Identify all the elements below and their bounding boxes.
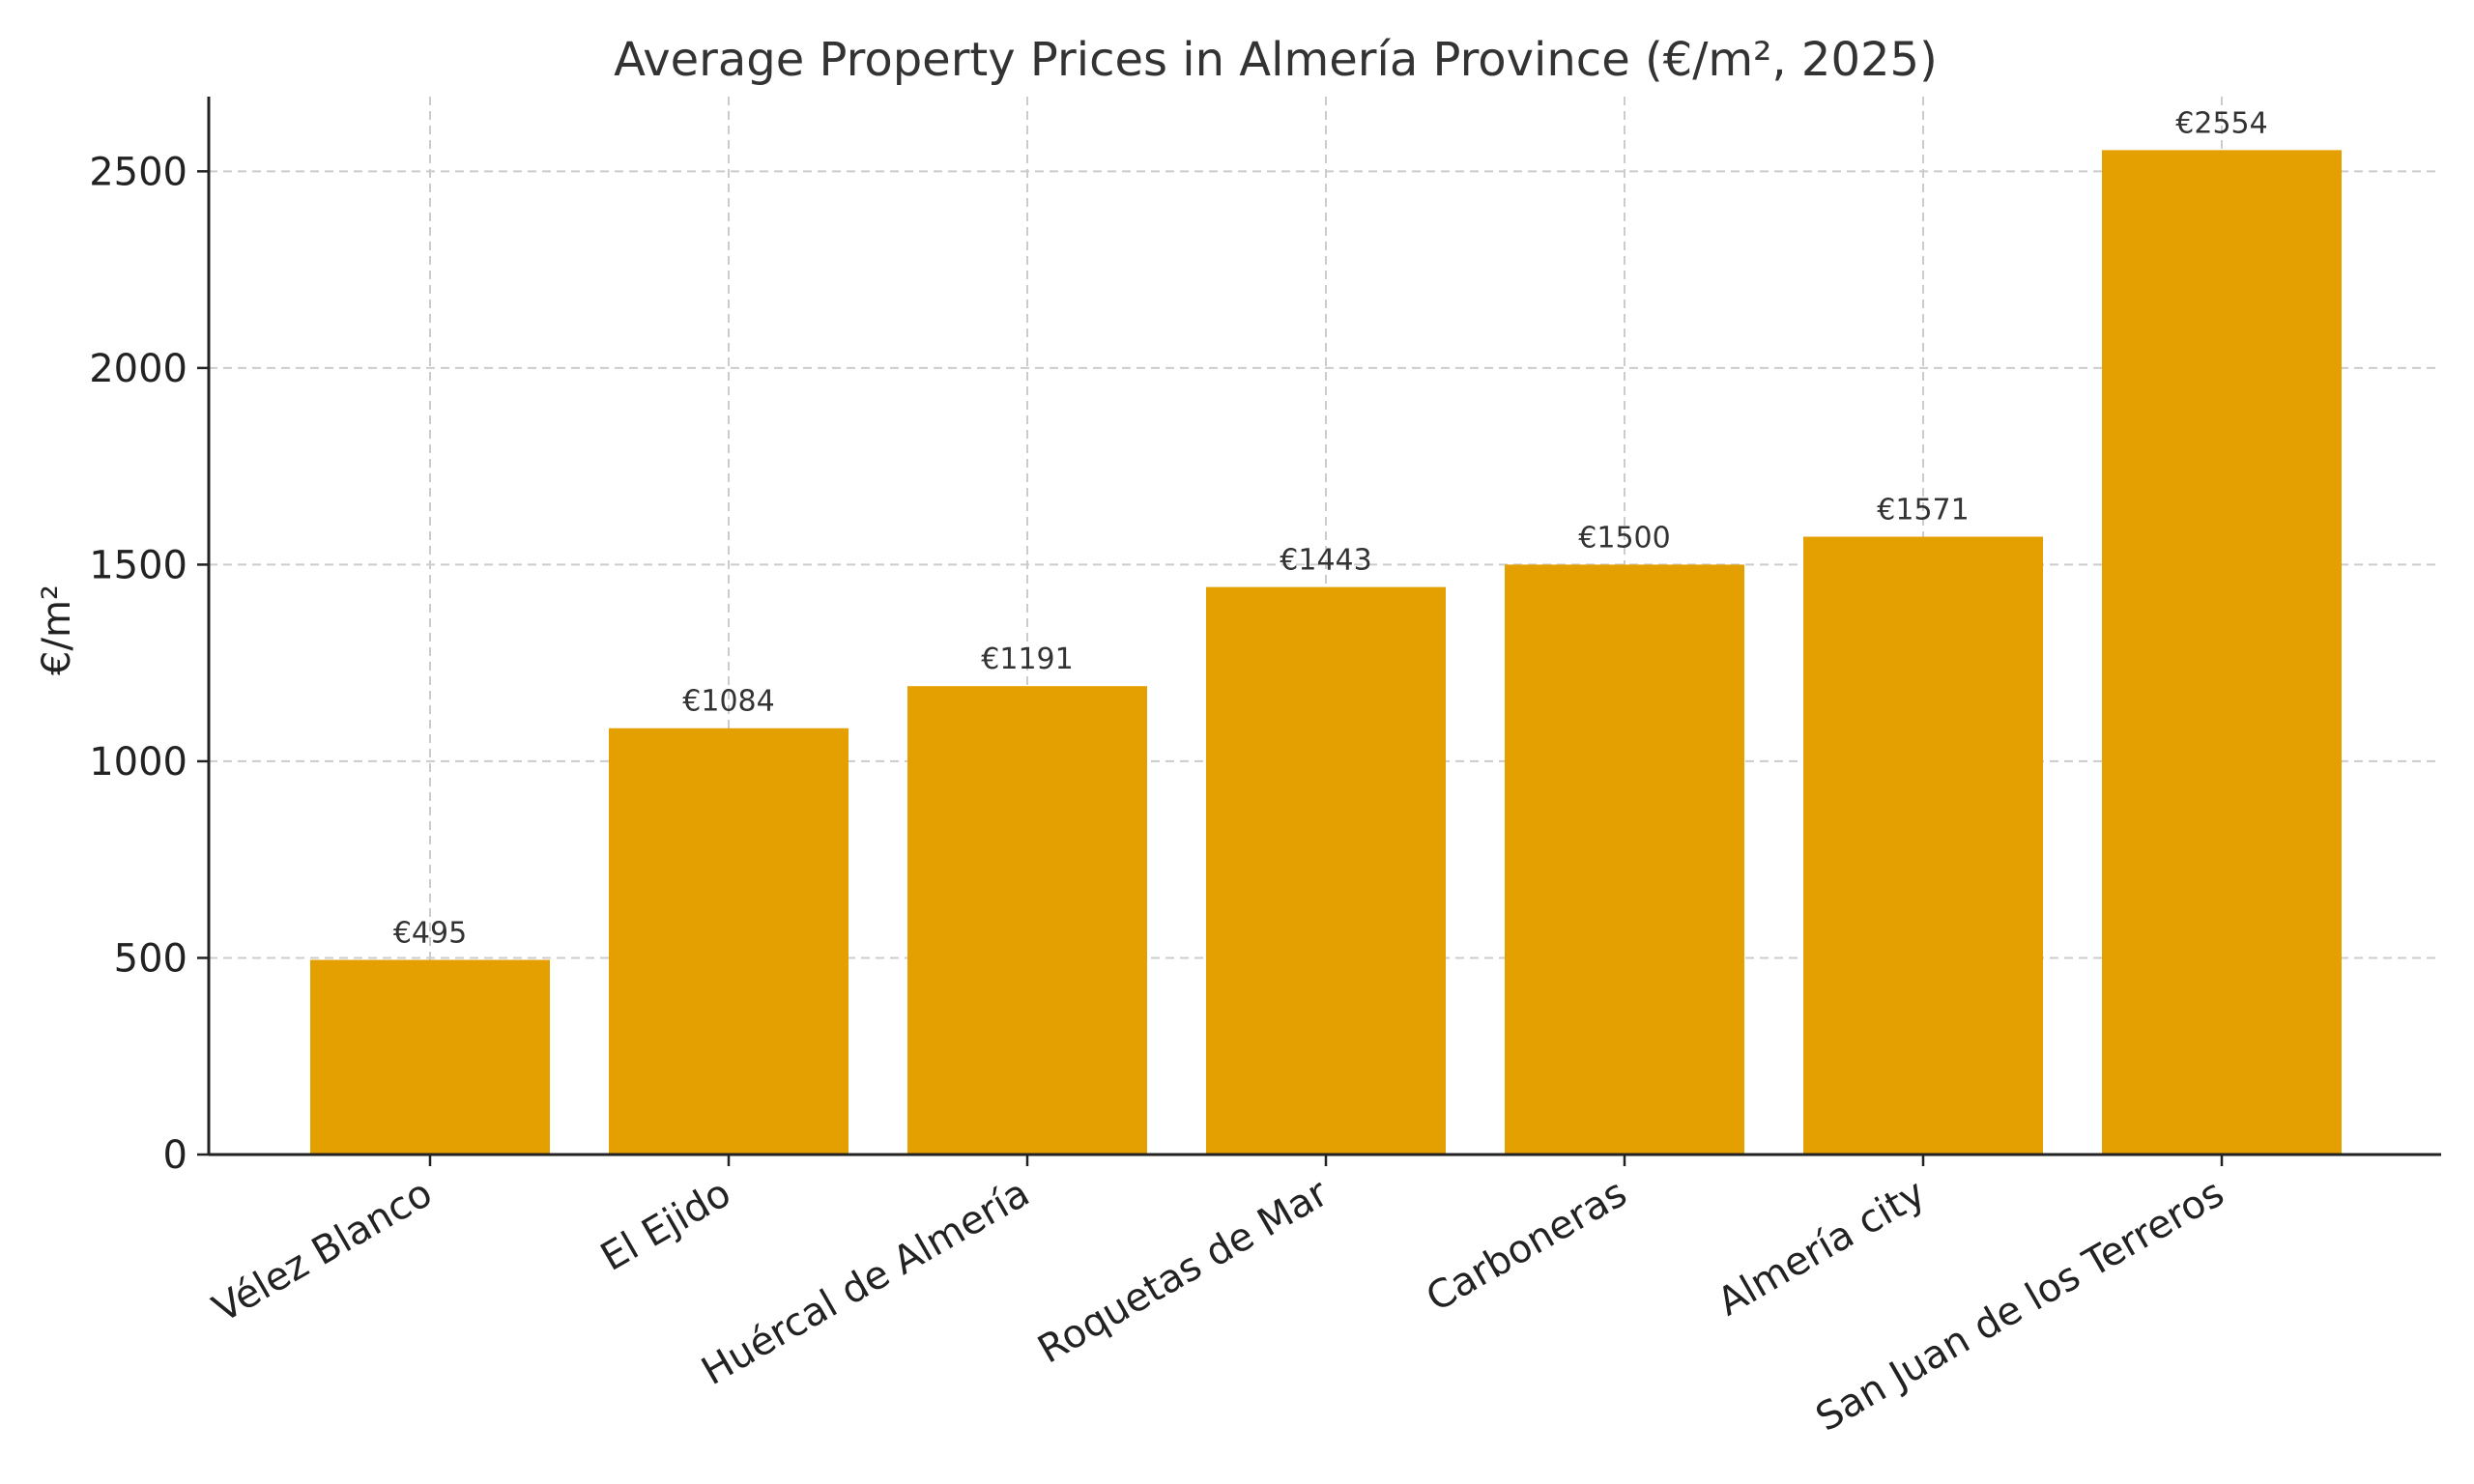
x-tick-label: Almería city [1711, 1171, 1933, 1325]
data-label: €495 [393, 917, 467, 951]
data-label: €1443 [1280, 544, 1371, 578]
chart-title: Average Property Prices in Almería Provi… [614, 33, 1938, 87]
axis-layer [197, 97, 2441, 1166]
bar [907, 686, 1147, 1155]
data-label: €1500 [1578, 521, 1670, 555]
bar [2102, 150, 2342, 1155]
y-axis-label: €/m² [35, 585, 79, 675]
y-tick-label: 2000 [89, 347, 187, 391]
x-tick-label: Roquetas de Mar [1030, 1171, 1336, 1373]
x-tick-label: El Ejido [593, 1171, 738, 1280]
bar-layer [310, 150, 2342, 1155]
x-tick-label: Huércal de Almería [695, 1171, 1037, 1394]
bar [1206, 586, 1446, 1155]
bar [1803, 536, 2043, 1155]
y-tick-label: 1500 [89, 543, 187, 587]
x-tick-label: Vélez Blanco [206, 1171, 440, 1331]
data-label: €2554 [2175, 106, 2267, 140]
y-tick-label: 500 [114, 936, 187, 981]
data-label: €1571 [1877, 494, 1969, 528]
bar [1505, 564, 1744, 1155]
bar [609, 728, 849, 1155]
data-label: €1084 [682, 685, 774, 719]
data-label: €1191 [981, 642, 1073, 676]
y-tick-label: 2500 [89, 150, 187, 194]
y-tick-label: 0 [163, 1133, 187, 1178]
y-tick-label: 1000 [89, 740, 187, 785]
bar [310, 959, 550, 1155]
x-tick-label: Carboneras [1419, 1171, 1634, 1321]
